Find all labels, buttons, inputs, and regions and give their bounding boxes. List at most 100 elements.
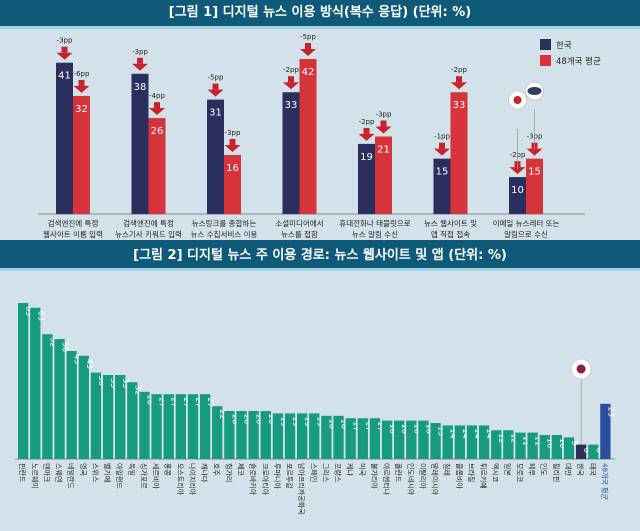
arrow-shaft [305, 43, 311, 50]
data-label: 14 [449, 428, 458, 438]
bar [357, 418, 368, 459]
data-label: 16 [412, 424, 421, 434]
bar-korea [433, 158, 451, 214]
data-label: 32 [133, 385, 142, 395]
category-label: 48개국 평균 [600, 463, 609, 500]
data-label: 12 [509, 433, 518, 443]
category-label: 싱가포르 [139, 463, 148, 489]
bar [236, 411, 247, 459]
bar [551, 435, 563, 459]
bar-average [148, 118, 166, 214]
data-label: 21 [377, 145, 390, 156]
bar [212, 406, 223, 459]
category-label: 아르헨티나 [382, 463, 391, 496]
category-label: 튀르키예 [479, 463, 488, 489]
arrow-head [207, 89, 224, 97]
bar [30, 307, 41, 459]
world-map-icon [525, 81, 544, 101]
data-label: 17 [376, 421, 385, 431]
data-label: 27 [206, 397, 215, 407]
category-label: 노르웨이 [30, 463, 39, 489]
bar [563, 437, 575, 459]
category-label: 프랑스 [334, 463, 342, 483]
change-label: -3pp [57, 37, 73, 45]
down-arrow-icon [434, 142, 450, 156]
down-arrow-icon [73, 79, 90, 93]
category-label: 남아프리카공화국 [297, 463, 306, 515]
legend-label: 48개국 평균 [556, 56, 601, 67]
category-label: 태국 [588, 463, 596, 476]
bar [18, 303, 29, 459]
data-label: 52 [48, 337, 57, 347]
arrow-head [224, 144, 241, 152]
bar [90, 372, 102, 459]
figure2-chart: 65 핀란드 63 노르웨이 52 덴마크 50 스웨덴 45 네덜란드 43 영국 36 스위스 35 벨기… [15, 303, 615, 515]
bar [442, 425, 453, 459]
bar [127, 382, 138, 459]
category-label: 홍콩 [164, 463, 173, 476]
category-label: 세르비아 [152, 463, 161, 489]
category-label: 이탈리아 [418, 463, 427, 489]
data-label: 19 [360, 152, 373, 163]
arrow-shaft [380, 120, 387, 127]
data-label: 16 [400, 424, 409, 434]
data-label: 10 [546, 438, 555, 448]
bar [369, 418, 381, 459]
bar-average [526, 158, 543, 214]
data-label: 18 [340, 419, 349, 429]
down-arrow-icon [283, 76, 299, 90]
category-label: 웹사이트 이름 입력 [43, 229, 103, 239]
category-label: 캐나다 [200, 463, 209, 483]
data-label: 17 [364, 421, 373, 431]
category-label: 멕시코 [491, 463, 500, 483]
data-label: 16 [424, 424, 433, 434]
arrow-head [434, 148, 450, 156]
category-label: 포르투갈 [285, 463, 293, 489]
bar-korea [56, 62, 73, 215]
arrow-shaft [288, 76, 294, 83]
data-label: 12 [497, 433, 506, 443]
category-label: 필리핀 [552, 463, 561, 482]
category-label: 영국 [79, 463, 88, 476]
arrow-shaft [137, 57, 143, 64]
category-label: 뉴스 알림 수신 [352, 230, 398, 239]
bar [588, 444, 599, 459]
category-label: 폴란드 [394, 463, 402, 483]
category-label: 그리스 [321, 463, 330, 483]
bar [527, 432, 538, 459]
down-arrow-icon [149, 102, 165, 116]
data-label: 18 [327, 419, 336, 429]
change-label: -2pp [359, 118, 375, 126]
bar [454, 425, 465, 459]
down-arrow-icon [451, 76, 467, 90]
bar [42, 334, 53, 459]
bar [539, 435, 550, 459]
data-label: 19 [315, 416, 324, 426]
arrow-shaft [456, 76, 462, 83]
category-label: 체코 [236, 463, 244, 476]
data-label: 38 [134, 82, 147, 93]
category-label: 나이지리아 [188, 463, 197, 496]
data-label: 9 [570, 440, 579, 445]
category-label: 브라질 [467, 463, 476, 482]
bar [163, 394, 174, 459]
category-label: 스위스 [91, 463, 99, 483]
category-label: 뉴스기사 키워드 입력 [115, 230, 182, 239]
bar [54, 339, 65, 459]
down-arrow-icon [300, 43, 316, 57]
bar [175, 394, 186, 459]
bar [478, 425, 490, 459]
category-label: 일본 [503, 463, 512, 476]
data-label: 6 [594, 448, 603, 453]
category-label: 뉴스 웹사이트 및 [424, 218, 477, 228]
bar [418, 420, 429, 459]
arrow-head [375, 126, 392, 134]
arrow-head [73, 85, 90, 93]
data-label: 16 [226, 163, 239, 174]
arrow-head [56, 52, 73, 60]
data-label: 20 [242, 414, 251, 424]
korea-flag-icon [508, 90, 527, 110]
bar-average [600, 403, 611, 459]
legend-swatch [540, 39, 551, 50]
data-label: 33 [453, 100, 466, 111]
